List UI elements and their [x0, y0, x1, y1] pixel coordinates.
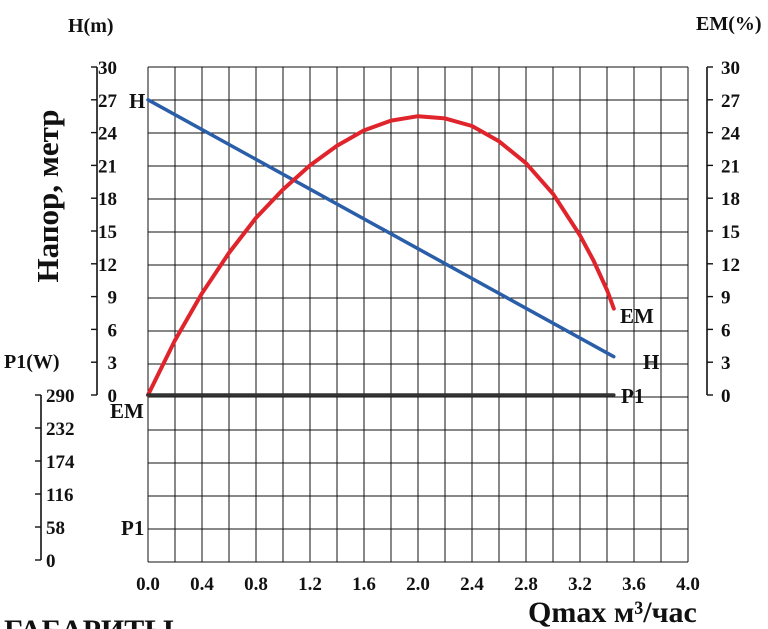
flow-tick-label: 0.0 [136, 574, 160, 595]
flow-tick-label: 0.8 [244, 574, 268, 595]
efficiency-tick-label: 0 [721, 386, 731, 407]
head-tick-label: 30 [98, 58, 117, 79]
head-tick-label: 0 [108, 386, 118, 407]
head-tick-label: 9 [108, 288, 118, 309]
efficiency-tick-label: 21 [721, 156, 740, 177]
head-tick-label: 21 [98, 156, 117, 177]
efficiency-tick-label: 24 [721, 124, 741, 145]
power-tick-label: 0 [46, 551, 56, 572]
flow-tick-label: 1.2 [298, 574, 322, 595]
power-tick-label: 174 [46, 452, 75, 473]
power-tick-label: 58 [46, 518, 65, 539]
em-curve-label-left: EM [110, 399, 144, 423]
efficiency-tick-label: 6 [721, 320, 731, 341]
h-curve-label-right: H [643, 350, 659, 374]
efficiency-tick-label: 30 [721, 58, 740, 79]
head-tick-label: 15 [98, 222, 117, 243]
series-line-em [146, 114, 616, 397]
chart-grid [147, 66, 689, 563]
caption-text: ГАБАРИТЫ [4, 614, 174, 629]
efficiency-tick-label: 27 [721, 91, 741, 112]
flow-tick-label: 2.8 [514, 574, 538, 595]
em-curve-label-right: EM [620, 304, 654, 328]
series-layer [146, 98, 616, 397]
power-tick-label: 290 [46, 386, 75, 407]
flow-tick-label: 1.6 [352, 574, 376, 595]
series-line-h [146, 98, 616, 359]
power-axis-unit: P1(W) [4, 351, 60, 373]
head-axis-label: Напор, метр [30, 109, 65, 282]
power-tick-label: 232 [46, 419, 75, 440]
power-axis-ticks: 290 232 174 116 58 0 [35, 386, 75, 572]
head-axis-unit: H(m) [68, 15, 114, 37]
h-curve-label-left: H [129, 89, 145, 113]
efficiency-tick-label: 3 [721, 353, 731, 374]
flow-axis-label: Qmax м³/час [528, 596, 697, 629]
head-tick-label: 27 [98, 91, 118, 112]
head-tick-label: 3 [108, 353, 118, 374]
efficiency-tick-label: 18 [721, 189, 740, 210]
power-tick-label: 116 [46, 485, 73, 506]
head-tick-label: 6 [108, 320, 118, 341]
efficiency-tick-label: 12 [721, 255, 740, 276]
head-tick-label: 18 [98, 189, 117, 210]
efficiency-axis-unit: EM(%) [696, 13, 762, 35]
efficiency-tick-label: 15 [721, 222, 740, 243]
head-tick-label: 24 [98, 124, 118, 145]
efficiency-tick-label: 9 [721, 288, 731, 309]
flow-tick-label: 2.4 [460, 574, 484, 595]
flow-tick-label: 3.6 [622, 574, 646, 595]
flow-tick-label: 3.2 [568, 574, 592, 595]
flow-tick-label: 0.4 [190, 574, 214, 595]
head-tick-label: 12 [98, 255, 117, 276]
p1-curve-label-left: P1 [121, 516, 144, 540]
flow-axis-ticks: 0.0 0.4 0.8 1.2 1.6 2.0 2.4 2.8 3.2 3.6 4.0 [136, 574, 700, 595]
flow-tick-label: 4.0 [676, 574, 700, 595]
flow-tick-label: 2.0 [406, 574, 430, 595]
p1-curve-label-right: P1 [621, 384, 644, 408]
